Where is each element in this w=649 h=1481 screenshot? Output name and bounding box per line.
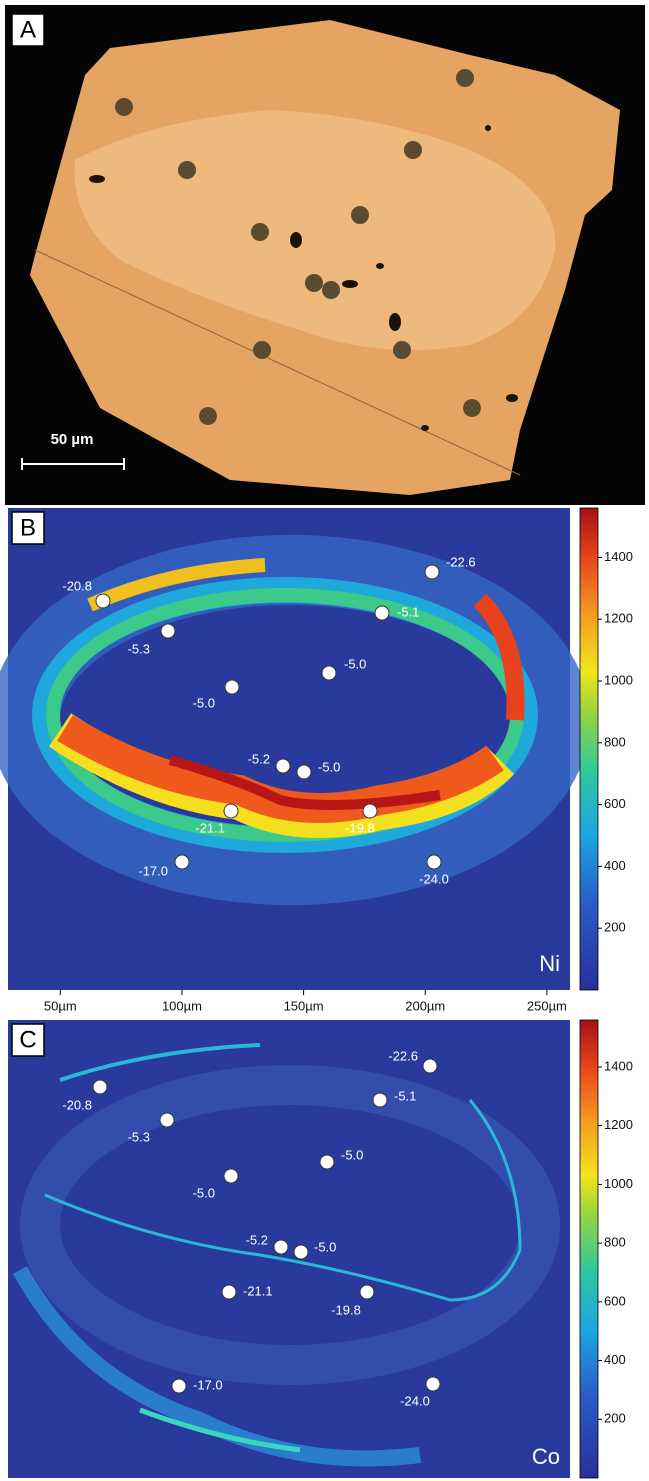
colorbar-tick-label: 400 bbox=[604, 1352, 626, 1367]
spot bbox=[294, 1245, 308, 1259]
spot bbox=[222, 1285, 236, 1299]
spot bbox=[172, 1379, 186, 1393]
panel-letter: C bbox=[19, 1026, 36, 1053]
figure: A 50 µm B Ni -20.8 -22.6 -5.1 -5.3 -5.0 -5.0 -… bbox=[0, 0, 649, 1481]
spot bbox=[320, 1155, 334, 1169]
spot bbox=[297, 765, 311, 779]
spot-label: -24.0 bbox=[400, 1393, 430, 1408]
spot-label: -5.0 bbox=[344, 656, 366, 671]
spot-label: -5.0 bbox=[193, 1185, 215, 1200]
x-tick-label: 250µm bbox=[527, 998, 567, 1013]
spot bbox=[427, 855, 441, 869]
colorbar-tick-label: 600 bbox=[604, 796, 626, 811]
spot-label: -5.0 bbox=[318, 759, 340, 774]
colorbar-tick-label: 1400 bbox=[604, 1058, 633, 1073]
spot bbox=[423, 1059, 437, 1073]
x-tick-label: 100µm bbox=[162, 998, 202, 1013]
colorbar-tick-label: 800 bbox=[604, 1235, 626, 1250]
spot-label: -20.8 bbox=[62, 578, 92, 593]
spot-label: -22.6 bbox=[446, 554, 476, 569]
spot bbox=[360, 1285, 374, 1299]
spot-label: -17.0 bbox=[193, 1377, 223, 1392]
x-tick-label: 50µm bbox=[44, 998, 77, 1013]
spot bbox=[175, 855, 189, 869]
element-label: Ni bbox=[539, 951, 560, 976]
spot bbox=[322, 666, 336, 680]
spot bbox=[225, 680, 239, 694]
spot bbox=[161, 624, 175, 638]
spot-label: -5.3 bbox=[128, 641, 150, 656]
spot bbox=[160, 1113, 174, 1127]
element-label: Co bbox=[532, 1444, 560, 1469]
spot bbox=[224, 1169, 238, 1183]
colorbar-tick-label: 400 bbox=[604, 858, 626, 873]
panel-letter: A bbox=[20, 16, 36, 43]
colorbar-tick-label: 1400 bbox=[604, 549, 633, 564]
spot-label: -5.0 bbox=[314, 1239, 336, 1254]
scale-bar-label: 50 µm bbox=[51, 431, 94, 448]
spot bbox=[425, 565, 439, 579]
panel-c: C Co -20.8 -22.6 -5.1 -5.3 -5.0 -5.0 -5.2 -5.0 -… bbox=[8, 1020, 570, 1478]
colorbar-tick-label: 600 bbox=[604, 1293, 626, 1308]
spot bbox=[276, 759, 290, 773]
x-tick-label: 200µm bbox=[405, 998, 445, 1013]
panel-a: A 50 µm bbox=[5, 5, 645, 505]
x-tick-label: 150µm bbox=[284, 998, 324, 1013]
colorbar-tick-label: 1200 bbox=[604, 611, 633, 626]
spot bbox=[373, 1093, 387, 1107]
colorbar-tick-label: 800 bbox=[604, 734, 626, 749]
spot-label: -19.8 bbox=[331, 1302, 361, 1317]
spot-label: -17.0 bbox=[138, 863, 168, 878]
panel-b: B Ni -20.8 -22.6 -5.1 -5.3 -5.0 -5.0 -5.2 -5.0 -… bbox=[8, 508, 570, 990]
spot-label: -5.2 bbox=[246, 1232, 268, 1247]
spot bbox=[363, 804, 377, 818]
spot bbox=[96, 594, 110, 608]
spot-label: -5.3 bbox=[128, 1129, 150, 1144]
spot bbox=[375, 606, 389, 620]
spot-label: -20.8 bbox=[62, 1097, 92, 1112]
spot bbox=[426, 1377, 440, 1391]
spot-label: -21.1 bbox=[195, 820, 225, 835]
panel-letter: B bbox=[20, 514, 36, 541]
colorbar bbox=[580, 1020, 598, 1478]
spot bbox=[274, 1240, 288, 1254]
spot-label: -5.0 bbox=[341, 1147, 363, 1162]
spot-label: -5.1 bbox=[394, 1088, 416, 1103]
spot-label: -19.8 bbox=[345, 820, 375, 835]
colorbar-tick-label: 1000 bbox=[604, 672, 633, 687]
colorbar-tick-label: 1000 bbox=[604, 1176, 633, 1191]
colorbar-tick-label: 200 bbox=[604, 920, 626, 935]
colorbar-tick-label: 200 bbox=[604, 1411, 626, 1426]
spot-label: -21.1 bbox=[243, 1283, 273, 1298]
spot bbox=[93, 1080, 107, 1094]
spot-label: -24.0 bbox=[419, 871, 449, 886]
colorbar-tick-label: 1200 bbox=[604, 1117, 633, 1132]
spot-label: -22.6 bbox=[388, 1048, 418, 1063]
colorbar bbox=[580, 508, 598, 990]
spot-label: -5.0 bbox=[193, 695, 215, 710]
spot-label: -5.2 bbox=[248, 751, 270, 766]
spot-label: -5.1 bbox=[397, 604, 419, 619]
spot bbox=[224, 804, 238, 818]
